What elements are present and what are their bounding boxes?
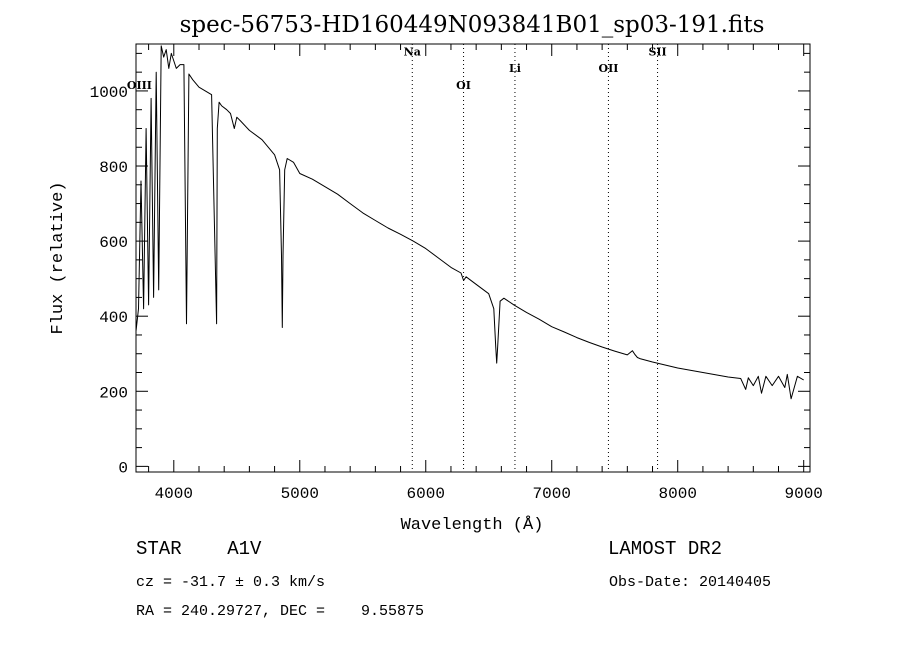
y-tick-label: 1000 (90, 84, 128, 102)
line-label: Na (404, 45, 421, 58)
redshift-value: cz = -31.7 ± 0.3 km/s (136, 574, 326, 591)
y-axis-label: Flux (relative) (49, 181, 68, 334)
line-label: OIII (127, 79, 152, 92)
line-label: Li (509, 62, 521, 75)
y-tick-label: 400 (99, 309, 128, 327)
spectrum-chart: spec-56753-HD160449N093841B01_sp03-191.f… (49, 12, 823, 535)
line-markers (411, 44, 659, 472)
x-axis-ticks: 4000 5000 6000 7000 8000 9000 (148, 44, 823, 503)
line-label: SII (648, 45, 666, 58)
y-tick-label: 600 (99, 234, 128, 252)
x-tick-label: 9000 (784, 485, 822, 503)
x-tick-label: 4000 (155, 485, 193, 503)
survey-name: LAMOST DR2 (608, 538, 723, 560)
observation-date: Obs-Date: 20140405 (609, 574, 772, 591)
x-tick-label: 7000 (533, 485, 571, 503)
x-tick-label: 6000 (407, 485, 445, 503)
x-tick-label: 8000 (659, 485, 697, 503)
spectrum-line (135, 45, 804, 400)
y-tick-label: 200 (99, 384, 128, 402)
y-tick-label: 0 (118, 459, 128, 477)
chart-title: spec-56753-HD160449N093841B01_sp03-191.f… (180, 12, 765, 38)
x-axis-label: Wavelength (Å) (401, 516, 544, 535)
line-label: OI (456, 79, 471, 92)
y-axis-ticks: 0 200 400 600 800 1000 (90, 52, 810, 477)
coordinates: RA = 240.29727, DEC = 9.55875 (136, 603, 425, 620)
star-type: STAR A1V (136, 538, 262, 560)
line-label: OII (598, 62, 618, 75)
line-labels: OIII Na OI Li OII SII (127, 45, 667, 92)
plot-frame (135, 43, 811, 473)
x-tick-label: 5000 (281, 485, 319, 503)
y-tick-label: 800 (99, 159, 128, 177)
